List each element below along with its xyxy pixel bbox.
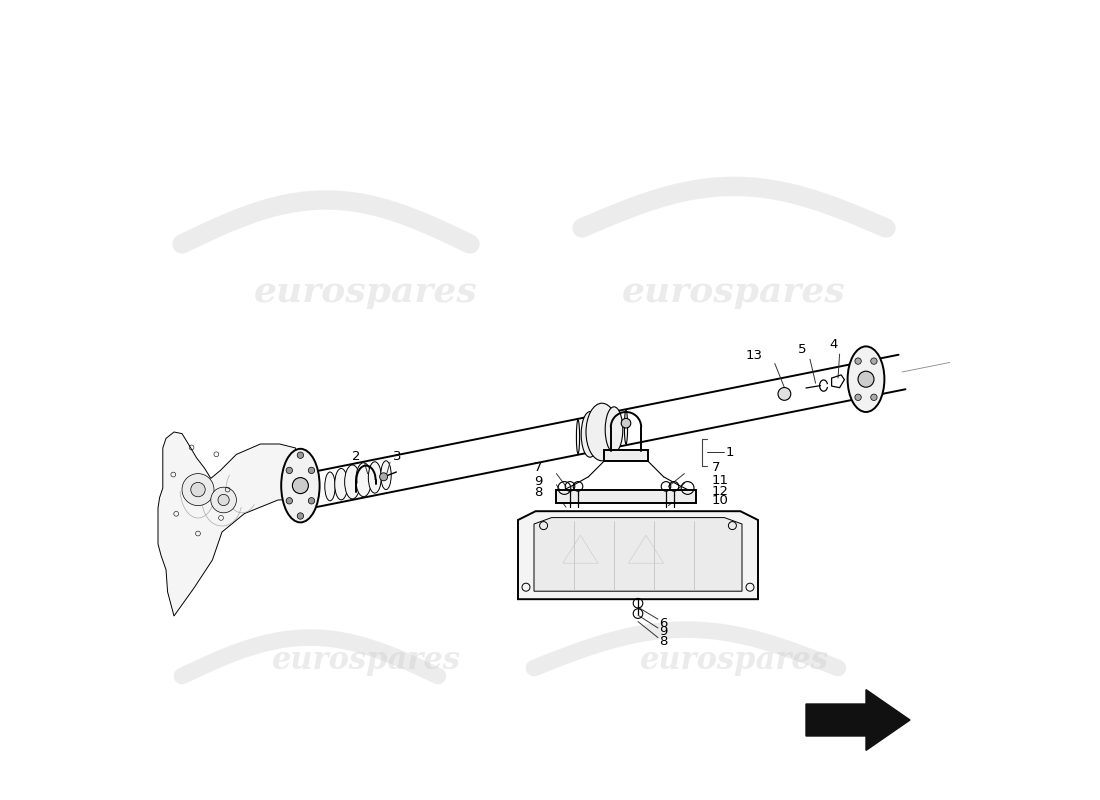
Ellipse shape: [848, 346, 884, 412]
Circle shape: [855, 394, 861, 401]
Circle shape: [286, 467, 293, 474]
Circle shape: [855, 358, 861, 364]
Text: 1: 1: [726, 446, 735, 459]
Circle shape: [308, 467, 315, 474]
Polygon shape: [534, 518, 742, 591]
Ellipse shape: [355, 462, 372, 497]
Circle shape: [211, 487, 236, 513]
Text: eurospares: eurospares: [254, 275, 477, 309]
Text: 2: 2: [352, 450, 361, 462]
Text: 4: 4: [829, 338, 837, 351]
Circle shape: [308, 498, 315, 504]
Ellipse shape: [581, 411, 598, 458]
Polygon shape: [806, 690, 910, 750]
Text: 13: 13: [746, 349, 762, 362]
Ellipse shape: [334, 469, 348, 500]
Ellipse shape: [576, 420, 580, 454]
Ellipse shape: [381, 461, 392, 490]
Text: 11: 11: [712, 474, 728, 486]
Text: 7: 7: [712, 461, 720, 474]
Polygon shape: [557, 490, 695, 503]
Circle shape: [182, 474, 214, 506]
Text: 5: 5: [798, 343, 806, 356]
Text: 8: 8: [659, 635, 668, 648]
Text: 3: 3: [393, 450, 402, 462]
Circle shape: [379, 473, 387, 481]
Text: 8: 8: [534, 486, 542, 498]
Ellipse shape: [368, 462, 382, 493]
Text: eurospares: eurospares: [639, 645, 828, 675]
Text: 10: 10: [712, 494, 728, 507]
Circle shape: [871, 358, 877, 364]
Circle shape: [293, 478, 308, 494]
Ellipse shape: [586, 403, 618, 461]
Circle shape: [871, 394, 877, 401]
Ellipse shape: [282, 449, 320, 522]
Circle shape: [218, 494, 229, 506]
Text: eurospares: eurospares: [623, 275, 846, 309]
Polygon shape: [158, 432, 296, 616]
Ellipse shape: [324, 472, 336, 501]
Circle shape: [621, 418, 630, 428]
Text: 12: 12: [712, 485, 728, 498]
Text: eurospares: eurospares: [272, 645, 461, 675]
Text: 6: 6: [659, 617, 668, 630]
Ellipse shape: [605, 406, 623, 452]
Circle shape: [858, 371, 874, 387]
Ellipse shape: [625, 410, 628, 444]
Polygon shape: [604, 450, 648, 461]
Text: 9: 9: [659, 625, 668, 638]
Polygon shape: [518, 511, 758, 599]
Circle shape: [297, 513, 304, 519]
Circle shape: [778, 387, 791, 400]
Circle shape: [286, 498, 293, 504]
Ellipse shape: [344, 465, 360, 499]
Text: 7: 7: [534, 461, 542, 474]
Circle shape: [190, 482, 206, 497]
Circle shape: [297, 452, 304, 458]
Text: 9: 9: [534, 475, 542, 488]
